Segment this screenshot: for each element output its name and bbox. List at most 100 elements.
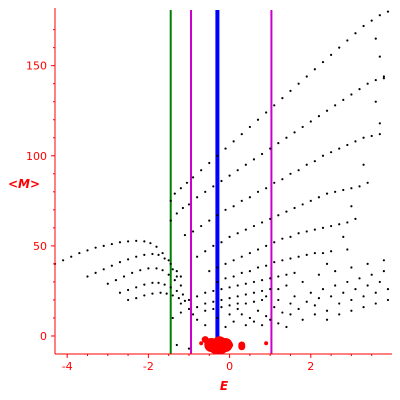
highlight-point-6 [201,336,209,344]
point-46 [143,283,146,286]
point-97 [187,203,191,206]
point-207 [321,251,325,255]
point-167 [325,192,329,195]
point-284 [289,313,292,316]
point-14 [161,251,164,255]
point-67 [200,169,203,172]
point-42 [179,284,182,287]
point-183 [281,237,284,240]
point-218 [244,282,247,285]
point-267 [358,277,361,280]
point-191 [346,221,349,224]
point-1 [62,259,65,262]
point-122 [374,100,377,103]
point-216 [228,286,231,289]
point-17 [175,275,178,278]
point-26 [151,252,154,256]
point-36 [139,269,142,272]
point-237 [204,309,207,312]
point-22 [118,260,122,264]
point-264 [346,280,349,284]
point-43 [118,291,122,294]
point-201 [273,260,276,264]
point-83 [329,53,333,56]
x-tick-label-1: -2 [143,360,154,373]
point-31 [179,275,182,278]
point-230 [228,297,231,300]
point-181 [265,244,268,247]
point-121 [382,75,385,78]
point-192 [342,235,345,238]
point-33 [114,279,118,282]
point-130 [232,205,235,208]
point-239 [220,306,223,309]
point-217 [236,284,239,287]
point-84 [338,46,341,49]
highlight-point-9 [264,341,269,346]
point-224 [293,271,296,275]
point-198 [248,270,251,273]
point-251 [289,302,292,305]
point-131 [240,199,243,202]
point-294 [232,320,235,323]
point-158 [252,224,256,228]
point-48 [157,281,160,284]
point-63 [173,192,176,195]
point-141 [321,154,325,157]
point-227 [204,302,207,305]
point-177 [232,259,235,262]
point-283 [277,298,280,302]
point-104 [244,163,247,166]
point-98 [196,196,199,199]
point-219 [252,280,256,284]
point-303 [285,325,288,329]
point-24 [135,255,138,258]
point-148 [378,133,381,136]
point-265 [350,298,353,302]
point-49 [163,283,166,286]
point-259 [325,309,329,312]
point-95 [175,212,178,215]
point-168 [334,190,337,193]
point-150 [366,181,369,184]
point-178 [240,255,243,258]
point-37 [147,267,150,270]
point-301 [269,318,272,321]
point-142 [329,151,333,154]
point-139 [305,163,308,166]
highlight-point-4 [218,337,233,352]
point-253 [297,307,300,311]
point-270 [370,273,373,276]
point-16 [171,268,174,271]
highlight-point-10 [199,341,204,346]
point-279 [350,266,353,269]
point-169 [342,188,345,192]
point-8 [118,241,122,244]
point-86 [354,32,357,35]
point-180 [256,248,260,251]
point-110 [293,131,296,134]
point-25 [143,253,146,256]
point-92 [378,55,381,58]
point-187 [313,228,316,231]
point-39 [161,269,164,272]
point-89 [378,14,381,17]
point-275 [285,284,288,287]
point-128 [216,214,219,217]
point-210 [179,302,182,305]
point-11 [143,240,146,243]
point-220 [260,279,264,282]
point-109 [285,136,288,139]
point-271 [374,291,377,294]
point-273 [382,270,385,273]
point-280 [366,262,369,265]
x-tick-label-3: 2 [307,360,314,373]
point-143 [338,147,341,150]
point-58 [165,292,168,295]
point-153 [212,244,215,247]
point-281 [382,259,385,262]
point-51 [175,289,178,293]
point-171 [358,185,361,188]
data-points [53,10,390,354]
